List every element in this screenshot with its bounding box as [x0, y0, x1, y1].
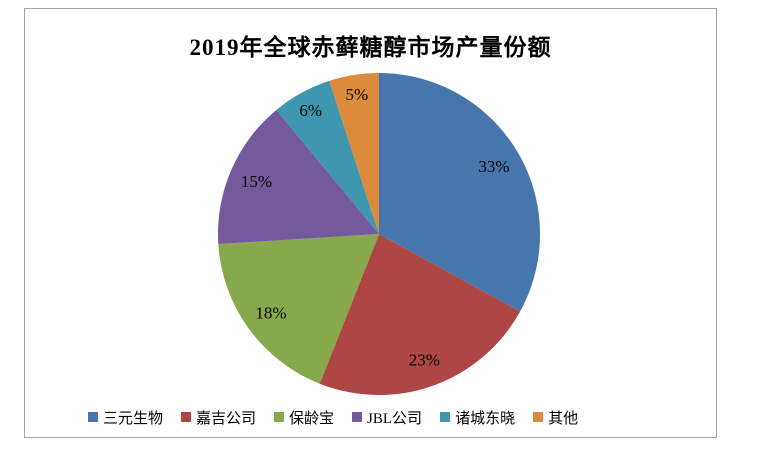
pie-data-label-3: 15% — [241, 172, 272, 191]
pie-slice-4 — [276, 80, 379, 234]
legend-swatch-icon — [352, 412, 363, 422]
pie-data-label-5: 5% — [345, 85, 368, 104]
pie-slice-3 — [218, 109, 379, 245]
legend: 三元生物 嘉吉公司 保龄宝 JBL公司 诸城东晓 其他 — [88, 406, 578, 428]
legend-item-1: 嘉吉公司 — [181, 407, 256, 428]
pie-slice-5 — [329, 73, 379, 234]
legend-swatch-icon — [181, 412, 192, 422]
pie-slice-0 — [379, 72, 541, 312]
pie-data-label-4: 6% — [299, 101, 322, 120]
pie-data-label-2: 18% — [255, 304, 286, 323]
legend-item-4: 诸城东晓 — [440, 407, 515, 428]
legend-label: JBL公司 — [367, 410, 423, 427]
legend-label: 其他 — [548, 410, 579, 427]
legend-label: 保龄宝 — [289, 410, 335, 427]
legend-swatch-icon — [533, 412, 544, 422]
legend-item-0: 三元生物 — [88, 407, 163, 428]
pie-data-label-1: 23% — [409, 351, 440, 370]
legend-item-5: 其他 — [533, 407, 578, 428]
pie-data-label-0: 33% — [478, 157, 509, 176]
legend-swatch-icon — [88, 412, 98, 422]
chart-title: 2019年全球赤藓糖醇市场产量份额 — [189, 35, 552, 60]
legend-label: 嘉吉公司 — [196, 410, 257, 427]
legend-item-3: JBL公司 — [352, 407, 422, 428]
pie-slice-1 — [319, 234, 521, 395]
legend-item-2: 保龄宝 — [274, 407, 334, 428]
legend-swatch-icon — [274, 412, 285, 422]
legend-label: 三元生物 — [103, 410, 164, 427]
legend-label: 诸城东晓 — [455, 410, 516, 427]
legend-swatch-icon — [440, 412, 451, 422]
pie-slice-2 — [218, 234, 379, 384]
